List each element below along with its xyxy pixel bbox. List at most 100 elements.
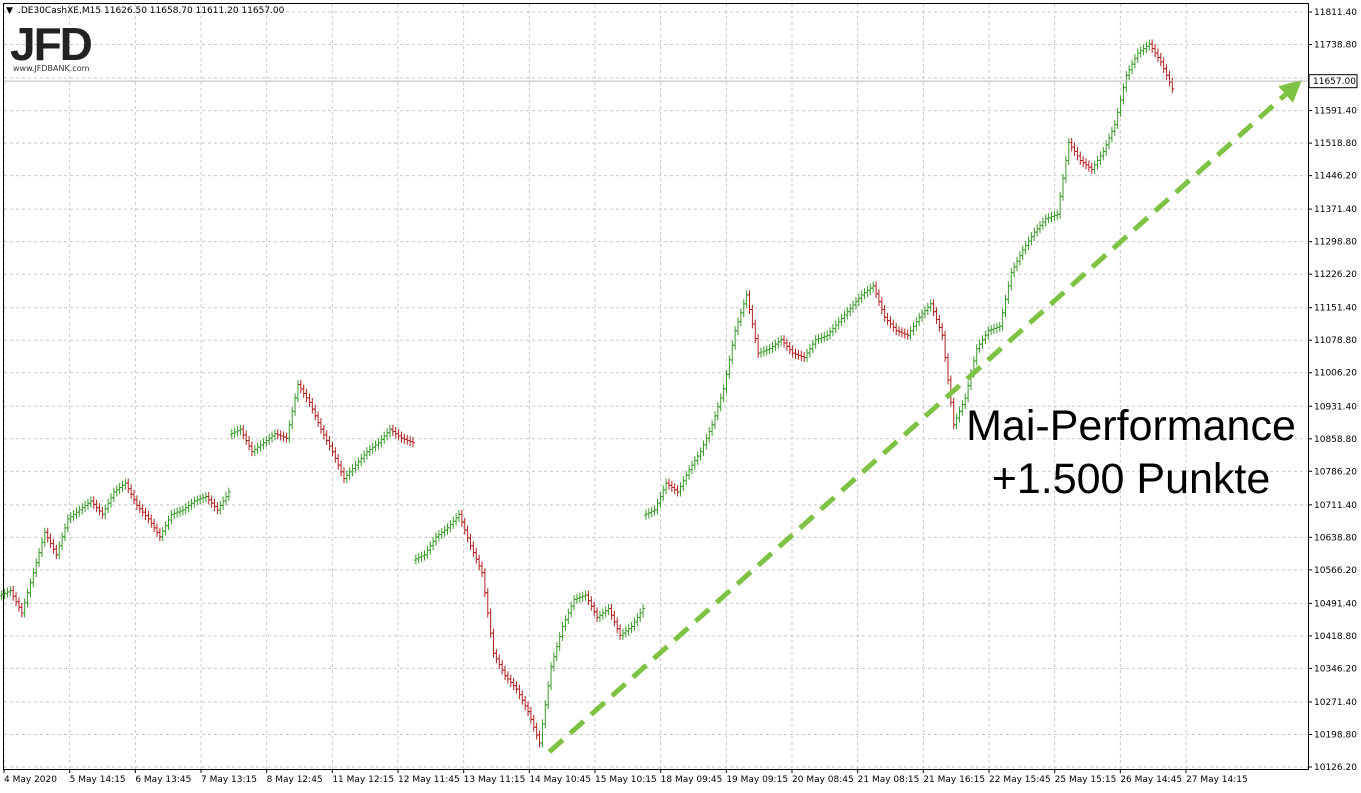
ohlc-bar	[707, 427, 712, 443]
ohlc-bar	[681, 476, 686, 491]
y-tick-label: 10346.20	[1314, 664, 1357, 674]
header-menu-icon[interactable]: ▼	[6, 6, 13, 16]
ohlc-bar	[666, 478, 671, 490]
ohlc-bar	[157, 527, 162, 542]
ohlc-bar	[373, 440, 378, 452]
ohlc-bar	[609, 604, 614, 620]
y-tick-label: 10198.80	[1314, 730, 1357, 740]
ohlc-bar	[511, 677, 516, 691]
current-price-box	[1308, 74, 1358, 89]
x-tick-label: 18 May 09:45	[661, 775, 723, 785]
x-axis: 4 May 2020 5 May 14:15 6 May 13:45 7 May 13…	[3, 769, 1248, 785]
ohlc-bar	[267, 433, 272, 445]
ohlc-bar	[321, 424, 326, 440]
ohlc-bar	[48, 533, 53, 549]
trend-arrow	[547, 79, 1302, 754]
ohlc-bar	[1081, 155, 1086, 168]
ohlc-bar	[362, 450, 367, 463]
ohlc-bar	[658, 492, 663, 508]
ohlc-bar	[480, 561, 485, 578]
ohlc-bar	[508, 674, 513, 687]
ohlc-bar	[839, 313, 844, 327]
ohlc-bar	[1078, 151, 1083, 165]
x-tick-label: 8 May 12:45	[267, 775, 323, 785]
ohlc-bar	[221, 496, 226, 510]
ohlc-bar	[747, 290, 752, 314]
ohlc-bar	[428, 541, 433, 555]
header-symbol: .DE30CashXE,M15	[18, 6, 101, 16]
ohlc-bar	[534, 722, 539, 740]
ohlc-bar	[287, 420, 292, 443]
ohlc-bar	[140, 504, 145, 517]
ohlc-bar	[106, 498, 111, 514]
y-tick-label: 11371.40	[1314, 205, 1357, 215]
ohlc-bar	[595, 607, 600, 622]
ohlc-bar	[960, 400, 965, 416]
ohlc-bar	[387, 424, 392, 438]
ohlc-bar	[1069, 138, 1074, 152]
ohlc-bar	[442, 525, 447, 537]
ohlc-bar	[1040, 217, 1045, 230]
logo-subtitle: www.JFDBANK.com	[13, 64, 90, 73]
ohlc-bar	[301, 384, 306, 398]
ohlc-bar	[163, 521, 168, 536]
ohlc-bar	[638, 608, 643, 622]
ohlc-bar	[897, 326, 902, 337]
ohlc-bar	[347, 467, 352, 480]
ohlc-bar	[390, 424, 395, 437]
ohlc-bar	[1046, 213, 1051, 224]
x-tick-label: 13 May 11:15	[464, 775, 526, 785]
ohlc-bar	[270, 431, 275, 443]
x-tick-label: 7 May 13:15	[201, 775, 257, 785]
ohlc-bar	[120, 480, 125, 493]
ohlc-bar	[28, 578, 33, 598]
ohlc-bar	[902, 328, 907, 339]
ohlc-bar	[1023, 241, 1028, 255]
ohlc-bar	[528, 707, 533, 724]
ohlc-bar	[736, 317, 741, 336]
ohlc-bar	[661, 485, 666, 501]
ohlc-bar	[71, 509, 76, 522]
ohlc-bar	[977, 339, 982, 354]
ohlc-bar	[505, 671, 510, 684]
ohlc-bar	[914, 317, 919, 331]
ohlc-bar	[805, 348, 810, 363]
ohlc-bar	[761, 346, 766, 357]
ohlc-bar	[419, 551, 424, 562]
ohlc-bar	[828, 327, 833, 340]
ohlc-bar	[451, 516, 456, 529]
ohlc-bar	[937, 315, 942, 332]
y-tick-label: 10491.40	[1314, 599, 1357, 609]
ohlc-bar	[436, 530, 441, 542]
x-tick-label: 19 May 09:15	[726, 775, 788, 785]
ohlc-bar	[1000, 308, 1005, 331]
ohlc-bar	[1006, 281, 1011, 304]
ohlc-bar	[471, 541, 476, 557]
ohlc-bar	[166, 515, 171, 531]
ohlc-bar	[16, 597, 21, 612]
ohlc-bar	[264, 436, 269, 448]
ohlc-bar	[341, 467, 346, 484]
ohlc-bar	[117, 483, 122, 495]
ohlc-bar	[1029, 232, 1034, 246]
ohlc-bar	[606, 604, 611, 616]
ohlc-bar	[186, 500, 191, 513]
ohlc-bar	[503, 665, 508, 681]
ohlc-bar	[1121, 83, 1126, 105]
ohlc-bar	[764, 345, 769, 356]
y-tick-label: 10126.20	[1314, 763, 1357, 773]
ohlc-bar	[1012, 262, 1017, 277]
ohlc-bar	[100, 506, 105, 519]
ohlc-bar	[620, 628, 625, 640]
ohlc-bar	[1026, 236, 1031, 251]
ohlc-bar	[313, 404, 318, 421]
ohlc-bar	[885, 312, 890, 326]
ohlc-bar	[874, 281, 879, 299]
ohlc-bar	[790, 345, 795, 358]
ohlc-bar	[626, 624, 631, 636]
y-tick-label: 10418.80	[1314, 632, 1357, 642]
ohlc-bar	[91, 496, 96, 509]
ohlc-bar	[370, 442, 375, 454]
ohlc-bar	[997, 321, 1002, 332]
ohlc-bar	[727, 355, 732, 379]
